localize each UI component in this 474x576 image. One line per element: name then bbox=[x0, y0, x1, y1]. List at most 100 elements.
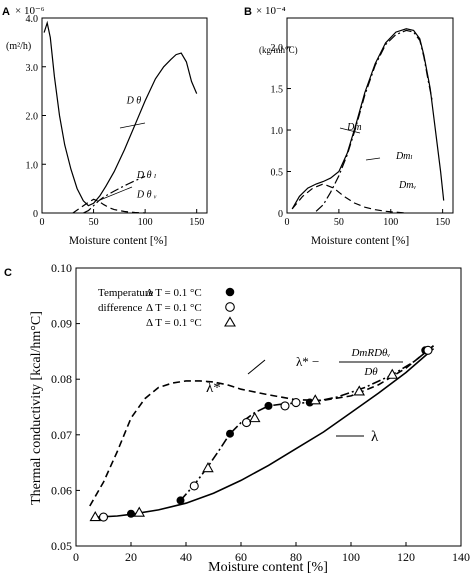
label-combo-left: λ* − bbox=[296, 354, 319, 369]
panel-b-ytick-label: 0.5 bbox=[271, 168, 284, 179]
panel-a-xlabel: Moisture content [%] bbox=[69, 235, 167, 247]
leader-d-theta bbox=[119, 122, 146, 129]
panel-b-ytick-label: 1.0 bbox=[271, 126, 284, 137]
panel-b-xtick-label: 150 bbox=[435, 217, 450, 228]
panel-a-ytick-label: 1.0 bbox=[26, 160, 39, 171]
panel-b-xtick-label: 50 bbox=[334, 217, 344, 228]
legend-title-2: difference bbox=[98, 302, 142, 314]
panel-b-curve-label-0: Dт bbox=[346, 122, 361, 133]
data-point-filled-circle bbox=[264, 401, 273, 410]
leader-d-theta-l bbox=[99, 186, 133, 201]
legend-marker-open-circle bbox=[225, 302, 235, 312]
panel-a-series-0 bbox=[43, 20, 198, 207]
legend-marker-open-triangle bbox=[224, 316, 236, 327]
panel-c-xtick-label: 100 bbox=[342, 550, 360, 564]
panel-c-frame bbox=[75, 267, 462, 547]
panel-b-unit: (kg/mh°C) bbox=[259, 45, 298, 55]
panel-c-xlabel: Moisture content [%] bbox=[208, 560, 328, 575]
legend-row-2: Δ T = 0.1 °C bbox=[146, 302, 202, 314]
panel-c-ylabel: Thermal conductivity [kcal/hm°C] bbox=[29, 311, 44, 505]
panel-c-xtick-label: 140 bbox=[452, 550, 470, 564]
panel-c-letter: C bbox=[4, 267, 12, 279]
legend-title-1: Temperature bbox=[98, 287, 154, 299]
data-point-filled-circle bbox=[176, 496, 185, 505]
panel-b-xtick-label: 100 bbox=[383, 217, 398, 228]
panel-a-series-1 bbox=[83, 175, 146, 214]
data-point-open-triangle bbox=[309, 394, 321, 405]
leader-d-tl bbox=[365, 157, 381, 161]
panel-c-ytick-label: 0.05 bbox=[51, 539, 72, 553]
panel-b-series-1 bbox=[315, 29, 433, 212]
panel-a-curve-label-0: D θ bbox=[126, 95, 142, 106]
panel-b-xtick-label: 0 bbox=[285, 217, 290, 228]
label-combo-numerator: DтRDθᵥ bbox=[350, 347, 390, 359]
panel-c: C Moisture content [%] Thermal conductiv… bbox=[4, 261, 470, 575]
data-point-open-triangle bbox=[202, 462, 214, 473]
panel-c-ytick-label: 0.07 bbox=[51, 428, 72, 442]
data-point-filled-circle bbox=[127, 509, 135, 518]
label-lambda-star: λ* bbox=[206, 380, 221, 396]
data-point-open-circle bbox=[280, 401, 290, 411]
panel-b-scale: × 10⁻⁴ bbox=[256, 5, 286, 17]
panel-a-unit: (m²/h) bbox=[6, 41, 31, 52]
legend-marker-filled-circle bbox=[225, 287, 235, 297]
panel-a-frame bbox=[41, 17, 208, 214]
data-point-open-triangle bbox=[386, 368, 398, 379]
panel-c-series-0 bbox=[97, 347, 435, 518]
panel-a-xtick-label: 100 bbox=[138, 217, 153, 228]
panel-c-xtick-label: 60 bbox=[235, 550, 247, 564]
panel-b-letter: B bbox=[244, 6, 252, 18]
data-point-open-circle bbox=[291, 398, 301, 408]
panel-c-xtick-label: 20 bbox=[125, 550, 137, 564]
data-point-open-circle bbox=[423, 345, 433, 355]
data-point-open-circle bbox=[189, 481, 199, 491]
panel-a-ytick-label: 4.0 bbox=[26, 14, 39, 25]
data-point-filled-circle bbox=[226, 429, 234, 438]
panel-b-curve-label-2: Dтᵥ bbox=[398, 180, 416, 191]
panel-b-ytick-label: 0 bbox=[278, 209, 283, 220]
panel-c-ytick-label: 0.06 bbox=[51, 483, 72, 497]
panel-a-letter: A bbox=[2, 6, 10, 18]
panel-a-ytick-label: 3.0 bbox=[26, 63, 39, 74]
label-lambda: λ bbox=[371, 429, 379, 445]
panel-a-xtick-label: 0 bbox=[40, 217, 45, 228]
legend: Temperature difference Δ T = 0.1 °C Δ T … bbox=[98, 287, 236, 329]
panel-a-curve-label-2: D θ ᵥ bbox=[136, 189, 157, 200]
panel-a-series-2 bbox=[72, 198, 146, 214]
leader-lambda-combo bbox=[247, 359, 266, 375]
data-point-open-triangle bbox=[353, 385, 365, 396]
label-combo-denominator: Dθ bbox=[363, 366, 378, 378]
panel-b: B × 10⁻⁴ (kg/mh°C) Moisture content [%] … bbox=[244, 5, 454, 247]
panel-b-xlabel: Moisture content [%] bbox=[311, 235, 409, 247]
panel-c-ytick-label: 0.08 bbox=[51, 372, 72, 386]
data-point-open-triangle bbox=[89, 510, 101, 522]
panel-b-series-0 bbox=[291, 28, 445, 210]
data-point-open-circle bbox=[98, 512, 109, 522]
legend-row-3: Δ T = 0.1 °C bbox=[146, 317, 202, 329]
panel-b-series-2 bbox=[291, 183, 407, 214]
panel-c-xtick-label: 40 bbox=[180, 550, 192, 564]
panel-a: A × 10⁻⁶ (m²/h) Moisture content [%] 0 50… bbox=[2, 5, 208, 247]
panel-c-xtick-label: 0 bbox=[73, 550, 79, 564]
panel-a-curve-label-1: D θ ₗ bbox=[136, 170, 157, 181]
legend-row-1: Δ T = 0.1 °C bbox=[146, 287, 202, 299]
panel-c-series-1 bbox=[89, 345, 435, 507]
panel-a-ytick-label: 0 bbox=[33, 209, 38, 220]
panel-c-ytick-label: 0.09 bbox=[51, 317, 72, 331]
data-point-open-triangle bbox=[249, 412, 261, 423]
data-point-open-circle bbox=[241, 418, 252, 428]
panel-a-xtick-label: 150 bbox=[189, 217, 204, 228]
panel-b-curve-label-1: Dтₗ bbox=[395, 151, 413, 162]
panel-a-scale: × 10⁻⁶ bbox=[15, 5, 45, 17]
panel-c-xtick-label: 120 bbox=[397, 550, 415, 564]
leader-d-t bbox=[339, 127, 361, 134]
panel-b-ytick-label: 1.5 bbox=[271, 85, 284, 96]
panel-b-frame bbox=[286, 17, 454, 214]
panel-c-xtick-label: 80 bbox=[290, 550, 302, 564]
panel-b-ytick-label: 2.0 bbox=[271, 43, 284, 54]
panel-a-ytick-label: 2.0 bbox=[26, 112, 39, 123]
data-point-open-triangle bbox=[133, 506, 145, 517]
panel-c-ytick-label: 0.10 bbox=[51, 261, 72, 275]
panel-a-xtick-label: 50 bbox=[89, 217, 99, 228]
